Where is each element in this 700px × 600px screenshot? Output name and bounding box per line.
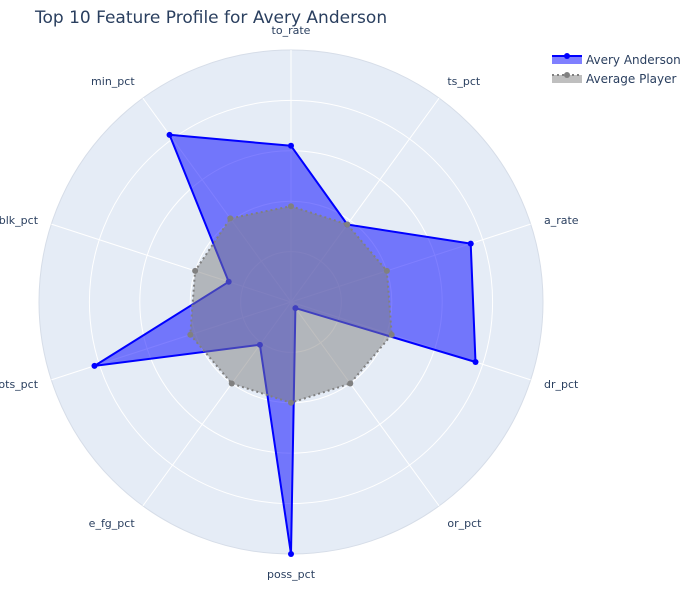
point-avery-anderson-min-pct[interactable] [166,131,173,138]
point-avery-anderson-poss-pct[interactable] [288,551,294,557]
axis-label-ts-pct: ts_pct [447,75,481,88]
point-average-player-blk-pct[interactable] [192,267,199,274]
point-average-player-min-pct[interactable] [227,215,234,222]
point-avery-anderson-to-rate[interactable] [288,142,294,149]
axis-label-to-rate: to_rate [272,24,311,37]
axis-label-min-pct: min_pct [91,75,135,88]
point-avery-anderson-dr-pct[interactable] [472,358,479,365]
series-layer [91,131,479,557]
axis-label-poss-pct: poss_pct [267,568,316,581]
point-average-player-or-pct[interactable] [347,380,354,387]
axis-label-blk-pct: blk_pct [0,214,39,227]
axis-label-a-rate: a_rate [544,214,579,227]
legend-swatch-marker [564,53,570,59]
legend-item-1[interactable]: Average Player [552,72,677,86]
point-average-player-dr-pct[interactable] [388,331,395,338]
point-average-player-to-rate[interactable] [288,203,294,210]
point-average-player-poss-pct[interactable] [288,399,294,406]
legend-swatch-marker [564,72,570,78]
legend-label-avery-anderson: Avery Anderson [586,53,681,67]
axis-label-dr-pct: dr_pct [544,378,579,391]
legend[interactable]: Avery Anderson Average Player [552,53,681,86]
legend-item-0[interactable]: Avery Anderson [552,53,681,67]
legend-swatch-fill [552,56,582,64]
point-average-player-shots-pct[interactable] [187,331,194,338]
point-avery-anderson-shots-pct[interactable] [91,362,98,369]
axis-label-or-pct: or_pct [447,517,482,530]
point-avery-anderson-a-rate[interactable] [467,240,474,247]
legend-label-average-player: Average Player [586,72,677,86]
point-average-player-a-rate[interactable] [383,267,390,274]
chart-title: Top 10 Feature Profile for Avery Anderso… [34,8,387,28]
legend-swatch-fill [552,75,582,83]
angular-axis-labels: to_rate ts_pct a_rate dr_pct or_pct poss_pct e… [0,24,579,581]
axis-label-shots-pct: shots_pct [0,378,39,391]
point-average-player-ts-pct[interactable] [344,221,351,228]
axis-label-e-fg-pct: e_fg_pct [89,517,136,530]
point-average-player-e-fg-pct[interactable] [228,380,235,387]
